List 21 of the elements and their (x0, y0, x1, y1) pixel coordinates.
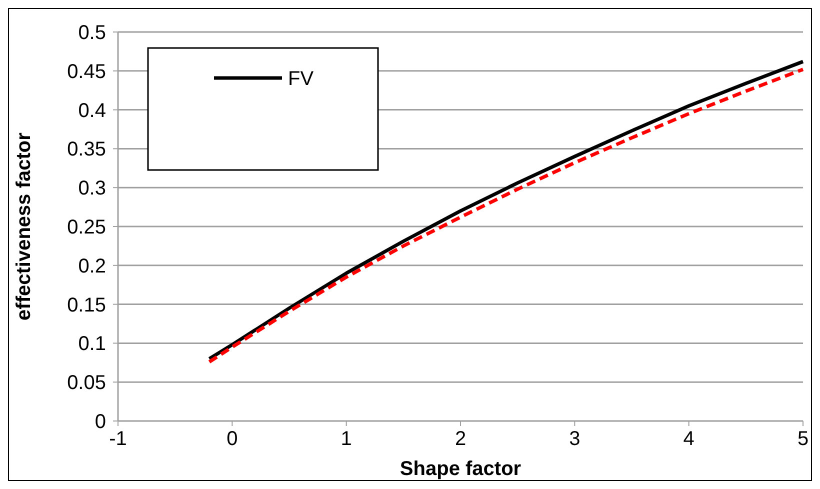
y-tick-label: 0.2 (78, 255, 106, 278)
y-tick-label: 0 (94, 411, 106, 433)
x-tick-label: 1 (340, 428, 352, 450)
y-tick-label: 0.25 (67, 216, 106, 238)
y-tick-label: 0.35 (67, 138, 106, 161)
legend-label: FV (288, 68, 314, 90)
y-tick-label: 0.1 (78, 333, 106, 356)
x-tick-label: 4 (683, 428, 694, 450)
x-tick-label: -1 (109, 428, 127, 450)
y-tick-label: 0.4 (78, 100, 106, 122)
x-tick-label: 0 (226, 428, 238, 450)
y-tick-label: 0.05 (67, 372, 106, 394)
y-axis-title: effectiveness factor (13, 132, 35, 320)
y-tick-label: 0.15 (67, 294, 106, 316)
y-tick-label: 0.5 (78, 22, 106, 44)
y-tick-label: 0.45 (67, 60, 106, 83)
x-tick-label: 2 (454, 428, 466, 450)
y-tick-label: 0.3 (78, 178, 106, 200)
x-tick-label: 3 (569, 428, 580, 450)
x-tick-label: 5 (797, 428, 809, 450)
x-axis-title: Shape factor (400, 458, 522, 480)
